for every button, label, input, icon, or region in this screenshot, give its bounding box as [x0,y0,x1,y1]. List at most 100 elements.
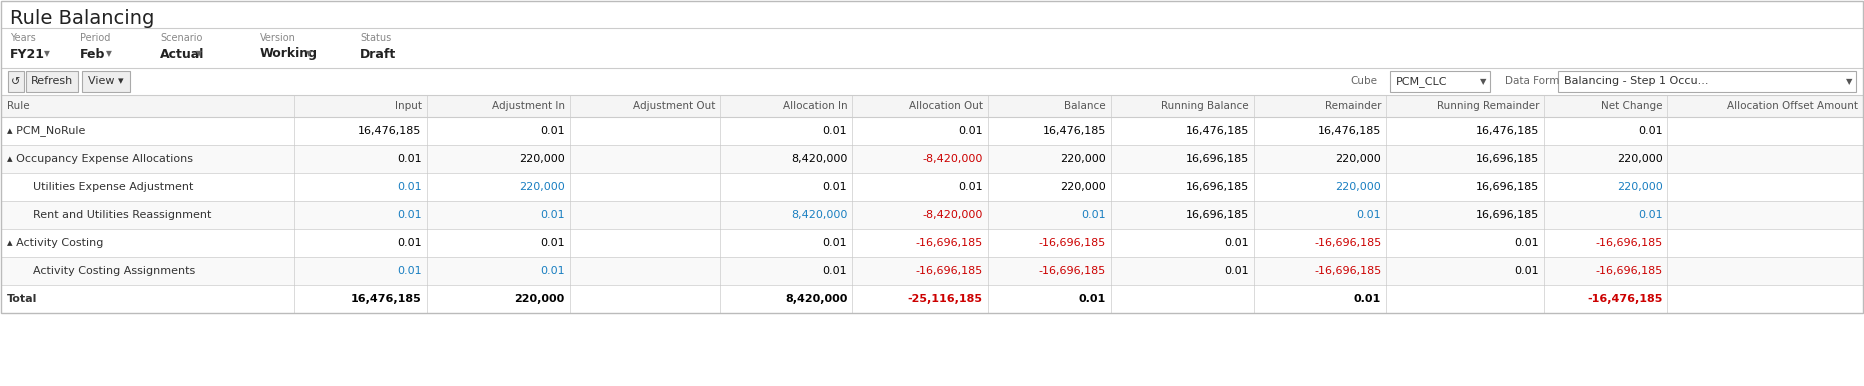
Text: 0.01: 0.01 [1638,210,1663,220]
Text: Net Change: Net Change [1601,101,1663,111]
Text: Activity Costing Assignments: Activity Costing Assignments [19,266,196,276]
Text: 0.01: 0.01 [822,238,848,248]
Bar [2,257,1862,285]
Text: 0.01: 0.01 [541,238,565,248]
Text: 220,000: 220,000 [1616,182,1663,192]
Text: Balance: Balance [1064,101,1105,111]
Text: Input: Input [395,101,421,111]
Text: Allocation Out: Allocation Out [908,101,982,111]
Text: 16,476,185: 16,476,185 [358,126,421,136]
Text: Allocation Offset Amount: Allocation Offset Amount [1728,101,1858,111]
Bar [2,145,1862,173]
Text: -16,696,185: -16,696,185 [915,266,982,276]
Text: 8,420,000: 8,420,000 [785,294,848,304]
Text: Version: Version [259,33,296,43]
Text: Actual: Actual [160,47,205,61]
Text: 16,696,185: 16,696,185 [1476,154,1540,164]
Text: ▼: ▼ [196,49,201,59]
Text: 0.01: 0.01 [1357,210,1381,220]
Bar [1558,71,1857,92]
Text: 0.01: 0.01 [541,126,565,136]
Text: -16,696,185: -16,696,185 [1314,266,1381,276]
Bar [82,71,130,92]
Text: 0.01: 0.01 [1225,266,1249,276]
Text: 220,000: 220,000 [1335,154,1381,164]
Text: ▼: ▼ [306,49,311,59]
Text: ▼: ▼ [45,49,50,59]
Text: 16,476,185: 16,476,185 [350,294,421,304]
Text: Feb: Feb [80,47,106,61]
Text: 220,000: 220,000 [518,154,565,164]
Text: Balancing - Step 1 Occu...: Balancing - Step 1 Occu... [1564,76,1709,86]
Text: Draft: Draft [360,47,397,61]
Bar [2,1,1862,313]
Bar [2,285,1862,313]
Text: ▼: ▼ [1845,77,1853,86]
Text: 0.01: 0.01 [397,238,421,248]
Text: Years: Years [9,33,35,43]
Text: -25,116,185: -25,116,185 [908,294,982,304]
Text: 220,000: 220,000 [1335,182,1381,192]
Text: -8,420,000: -8,420,000 [923,210,982,220]
Text: ▴ Occupancy Expense Allocations: ▴ Occupancy Expense Allocations [7,154,194,164]
Text: Rent and Utilities Reassignment: Rent and Utilities Reassignment [19,210,211,220]
Text: -16,696,185: -16,696,185 [1038,238,1105,248]
Text: Running Balance: Running Balance [1161,101,1249,111]
Text: -16,696,185: -16,696,185 [1038,266,1105,276]
Bar [26,71,78,92]
Text: Cube: Cube [1350,76,1377,86]
Text: 0.01: 0.01 [1515,266,1540,276]
Text: -16,696,185: -16,696,185 [1596,238,1663,248]
Text: 0.01: 0.01 [822,266,848,276]
Text: View ▾: View ▾ [88,76,123,86]
Text: 220,000: 220,000 [518,182,565,192]
Text: 0.01: 0.01 [1225,238,1249,248]
Text: 0.01: 0.01 [958,182,982,192]
Text: 0.01: 0.01 [1079,294,1105,304]
Text: 16,696,185: 16,696,185 [1186,182,1249,192]
Text: Refresh: Refresh [32,76,73,86]
Text: ▴ PCM_NoRule: ▴ PCM_NoRule [7,125,86,137]
Text: -16,476,185: -16,476,185 [1586,294,1663,304]
Text: 0.01: 0.01 [958,126,982,136]
Text: 0.01: 0.01 [1515,238,1540,248]
Text: 0.01: 0.01 [397,266,421,276]
Text: Adjustment Out: Adjustment Out [632,101,716,111]
Text: 0.01: 0.01 [397,210,421,220]
Bar [1391,71,1489,92]
Text: 0.01: 0.01 [822,182,848,192]
Bar [2,95,1862,117]
Text: -16,696,185: -16,696,185 [1314,238,1381,248]
Text: 0.01: 0.01 [822,126,848,136]
Text: 220,000: 220,000 [514,294,565,304]
Text: 220,000: 220,000 [1061,182,1105,192]
Bar [7,71,24,92]
Text: 0.01: 0.01 [541,266,565,276]
Text: -8,420,000: -8,420,000 [923,154,982,164]
Text: Adjustment In: Adjustment In [492,101,565,111]
Text: 16,476,185: 16,476,185 [1318,126,1381,136]
Text: Scenario: Scenario [160,33,203,43]
Text: Period: Period [80,33,110,43]
Text: 16,696,185: 16,696,185 [1476,182,1540,192]
Text: Data Form: Data Form [1504,76,1560,86]
Text: ▴ Activity Costing: ▴ Activity Costing [7,238,103,248]
Text: 0.01: 0.01 [541,210,565,220]
Text: Status: Status [360,33,391,43]
Text: 0.01: 0.01 [1353,294,1381,304]
Text: -16,696,185: -16,696,185 [1596,266,1663,276]
Text: Utilities Expense Adjustment: Utilities Expense Adjustment [19,182,194,192]
Text: -16,696,185: -16,696,185 [915,238,982,248]
Text: 16,696,185: 16,696,185 [1186,210,1249,220]
Text: Rule: Rule [7,101,30,111]
Text: 0.01: 0.01 [1638,126,1663,136]
Text: Remainder: Remainder [1325,101,1381,111]
Text: FY21: FY21 [9,47,45,61]
Text: Rule Balancing: Rule Balancing [9,8,155,27]
Bar [2,173,1862,201]
Text: Allocation In: Allocation In [783,101,848,111]
Bar [2,201,1862,229]
Text: Total: Total [7,294,37,304]
Text: 220,000: 220,000 [1616,154,1663,164]
Text: 16,696,185: 16,696,185 [1476,210,1540,220]
